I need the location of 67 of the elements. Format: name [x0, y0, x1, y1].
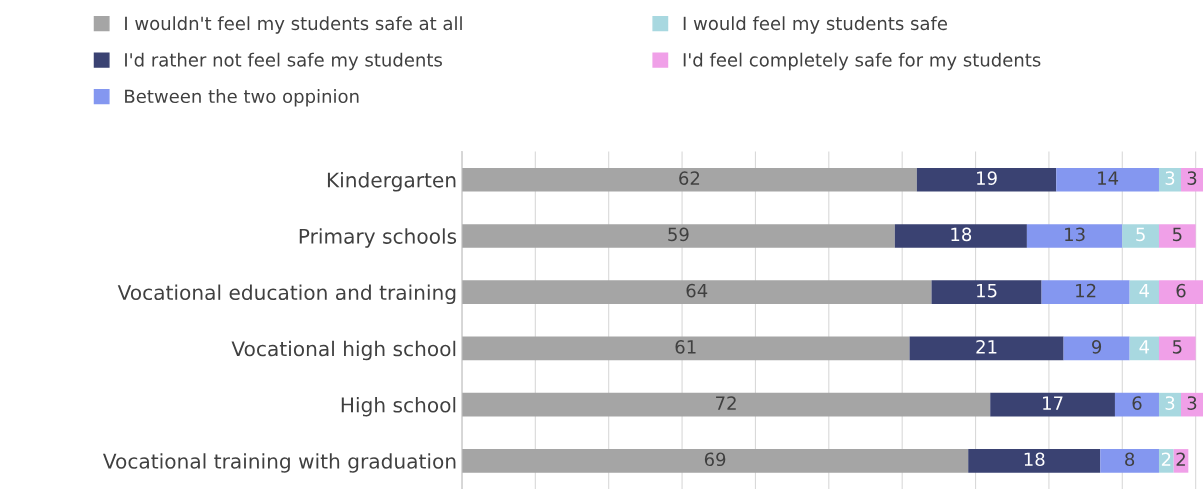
bar	[968, 449, 1101, 473]
data-label: 18	[951, 227, 972, 242]
data-label: 14	[1098, 171, 1119, 185]
bar	[461, 280, 932, 304]
y-tick-label: Vocational high school	[231, 340, 456, 361]
bar	[1158, 336, 1196, 361]
data-label: 15	[977, 284, 997, 298]
bar	[1122, 224, 1159, 248]
data-label: 72	[716, 396, 736, 410]
y-tick-label: Vocational training with graduation	[102, 453, 456, 473]
bar	[1100, 449, 1159, 473]
bar	[909, 336, 1064, 361]
bar	[1063, 336, 1130, 361]
bar	[461, 167, 917, 192]
data-label: 3	[1187, 171, 1197, 185]
bar	[1114, 392, 1159, 417]
bar	[931, 280, 1042, 304]
data-label: 21	[976, 339, 997, 354]
data-label: 64	[686, 283, 708, 298]
bar	[1056, 167, 1159, 192]
data-label: 59	[668, 227, 689, 242]
legend-label: I'd feel completely safe for my students	[683, 52, 1041, 71]
bar	[1041, 280, 1130, 304]
bar	[1158, 280, 1203, 304]
data-label: 3	[1165, 396, 1175, 410]
y-tick-label: Primary schools	[299, 228, 457, 248]
bar	[1158, 449, 1174, 473]
bar	[990, 392, 1115, 417]
data-label: 5	[1136, 227, 1145, 242]
data-label: 6	[1132, 396, 1142, 410]
bar	[1026, 224, 1123, 248]
data-label: 3	[1187, 396, 1197, 410]
data-label: 9	[1092, 339, 1102, 354]
bar	[461, 449, 969, 473]
data-label: 5	[1172, 227, 1182, 242]
data-label: 69	[704, 452, 726, 467]
y-tick-label: Vocational education and training	[117, 284, 456, 305]
data-label: 8	[1125, 452, 1135, 467]
data-label: 19	[977, 171, 997, 185]
data-label: 62	[679, 171, 700, 185]
data-label: 18	[1024, 452, 1045, 467]
bar	[1158, 224, 1196, 248]
data-label: 3	[1165, 171, 1175, 185]
bar	[1180, 167, 1203, 192]
data-label: 61	[675, 339, 696, 354]
bar	[461, 392, 991, 417]
bar	[1129, 280, 1159, 304]
y-tick-label: Kindergarten	[327, 172, 456, 192]
data-label: 4	[1139, 340, 1150, 354]
data-label: 2	[1176, 452, 1185, 466]
bar	[916, 167, 1057, 192]
legend-label: I wouldn't feel my students safe at all	[125, 16, 462, 34]
data-label: 17	[1043, 396, 1063, 410]
data-label: 2	[1161, 452, 1171, 466]
y-tick-label: High school	[341, 397, 456, 417]
data-label: 13	[1065, 227, 1085, 242]
bar	[461, 336, 910, 361]
data-label: 4	[1139, 284, 1150, 298]
legend-label: Between the two oppinion	[125, 89, 359, 107]
data-label: 5	[1172, 340, 1182, 354]
legend-label: I would feel my students safe	[683, 16, 948, 34]
data-label: 12	[1076, 283, 1096, 298]
bar	[894, 224, 1027, 248]
data-label: 6	[1176, 283, 1186, 298]
bar	[1158, 167, 1181, 192]
legend-label: I'd rather not feel safe my students	[125, 52, 442, 71]
bar	[461, 224, 895, 248]
